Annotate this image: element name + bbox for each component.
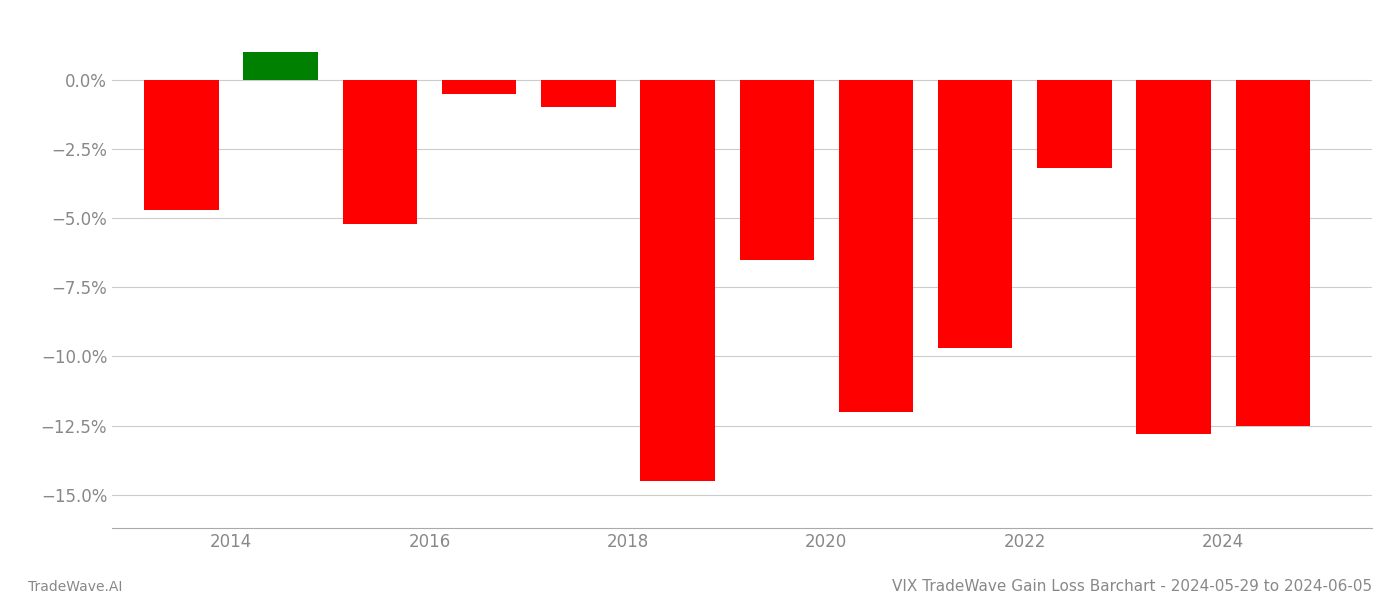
Bar <box>640 80 715 481</box>
Text: VIX TradeWave Gain Loss Barchart - 2024-05-29 to 2024-06-05: VIX TradeWave Gain Loss Barchart - 2024-… <box>892 579 1372 594</box>
Bar <box>343 80 417 224</box>
Bar <box>144 80 218 210</box>
Bar <box>1037 80 1112 169</box>
Text: TradeWave.AI: TradeWave.AI <box>28 580 122 594</box>
Bar <box>938 80 1012 348</box>
Bar <box>442 80 517 94</box>
Bar <box>1137 80 1211 434</box>
Bar <box>1236 80 1310 425</box>
Bar <box>244 52 318 80</box>
Bar <box>739 80 813 260</box>
Bar <box>839 80 913 412</box>
Bar <box>540 80 616 107</box>
